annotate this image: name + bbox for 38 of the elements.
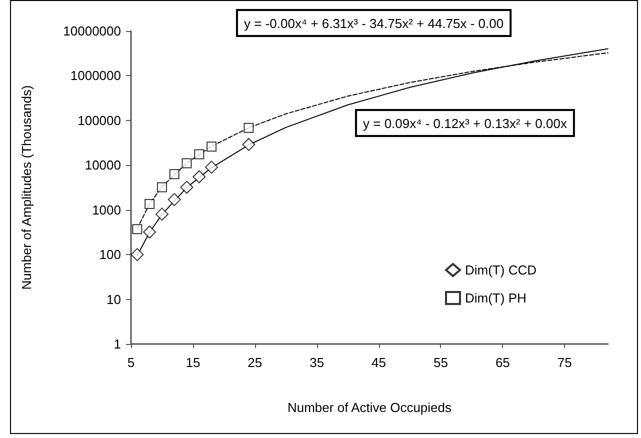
y-tick-label: 10000000 xyxy=(63,24,121,38)
x-tick-label: 25 xyxy=(248,355,262,370)
x-tick-label: 35 xyxy=(310,355,324,370)
point xyxy=(132,224,142,234)
point xyxy=(192,170,206,184)
x-tick-label: 5 xyxy=(127,355,135,370)
annotation: y = 0.09x⁴ - 0.12x³ + 0.13x² + 0.00x xyxy=(363,116,568,131)
point xyxy=(182,158,192,168)
y-tick-label: 1 xyxy=(114,336,121,352)
point xyxy=(206,142,217,152)
point xyxy=(169,169,180,180)
point xyxy=(205,160,218,174)
y-tick-label: 10000 xyxy=(84,158,121,173)
point xyxy=(143,225,156,238)
text: y = -0.00x⁴ + 6.31x³ - 34.75x² + 44.75x - 0.00 xyxy=(244,16,504,31)
x-tick-label: 15 xyxy=(186,355,200,370)
point xyxy=(144,199,155,210)
x-axis-title: Number of Active Occupieds xyxy=(287,400,452,415)
y-axis-title: Number of Amplitudes (Thousands) xyxy=(19,85,34,290)
x-tick-label: 65 xyxy=(495,355,510,370)
x-tick-label: 75 xyxy=(557,355,572,370)
point xyxy=(244,122,254,133)
y-tick-label: 1000000 xyxy=(70,68,121,84)
x-tick-label: 45 xyxy=(372,355,386,370)
point xyxy=(156,182,167,192)
point xyxy=(155,208,168,221)
legend-label: Dim(T) CCD xyxy=(465,262,536,278)
x-tick-label: 55 xyxy=(434,355,448,370)
point xyxy=(242,138,256,151)
y-tick-label: 100 xyxy=(99,247,121,262)
point xyxy=(180,180,194,194)
y-tick-label: 100000 xyxy=(78,112,121,128)
point xyxy=(194,149,204,160)
y-tick-label: 10 xyxy=(106,292,121,307)
y-tick-label: 1000 xyxy=(92,202,121,218)
legend-label: Dim(T) PH xyxy=(465,290,526,306)
point xyxy=(130,248,144,262)
point xyxy=(168,193,181,206)
